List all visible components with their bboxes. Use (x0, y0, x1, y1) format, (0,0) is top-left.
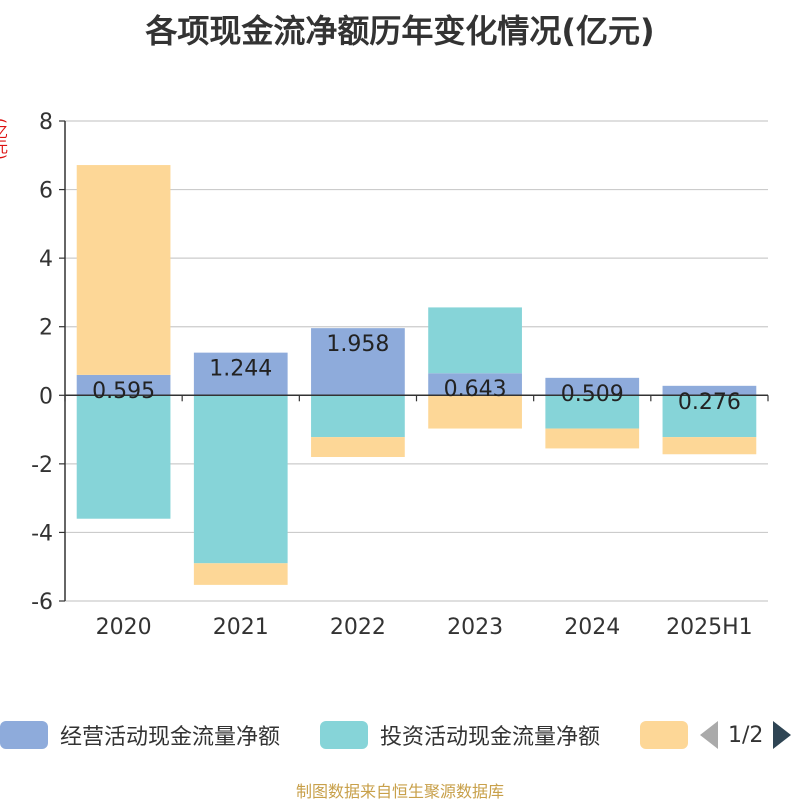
data-label-2022: 1.958 (326, 332, 389, 357)
x-tick-label: 2021 (213, 615, 269, 640)
data-label-2020: 0.595 (92, 379, 155, 404)
bar-2025H1-series-1[interactable] (662, 395, 757, 438)
x-tick-label: 2022 (330, 615, 386, 640)
legend-item-financing[interactable] (640, 716, 688, 754)
legend-label-investing: 投资活动现金流量净额 (380, 725, 601, 750)
legend-swatch-financing (640, 721, 688, 749)
bar-2022-series-1[interactable] (311, 395, 405, 438)
legend-pager: 1/2 (700, 716, 792, 754)
bar-2023-series-0[interactable] (428, 373, 522, 396)
data-label-2025H1: 0.276 (678, 390, 741, 415)
bar-2021-series-0[interactable] (193, 352, 288, 396)
bar-2021-series-1[interactable] (193, 395, 288, 564)
data-labels: 0.595 1.244 1.958 0.643 0.509 0.276 (92, 332, 741, 415)
legend-swatch-operating (0, 721, 48, 749)
y-tick-label: 8 (39, 110, 53, 135)
data-source-note: 制图数据来自恒生聚源数据库 (295, 782, 504, 801)
x-tick-label: 2020 (96, 615, 152, 640)
bar-2021-series-2[interactable] (193, 563, 288, 585)
data-label-2024: 0.509 (561, 382, 624, 407)
y-tick-label: 6 (39, 179, 53, 204)
y-tick-label: -2 (31, 453, 53, 478)
legend-prev-arrow-icon[interactable] (700, 721, 718, 749)
legend: 经营活动现金流量净额 投资活动现金流量净额 (0, 716, 800, 754)
y-axis-unit: (亿元) (0, 118, 9, 160)
chart-title: 各项现金流净额历年变化情况(亿元) (145, 12, 655, 50)
legend-swatch-investing (320, 721, 368, 749)
legend-page-indicator: 1/2 (728, 722, 764, 748)
legend-item-operating[interactable]: 经营活动现金流量净额 (0, 716, 280, 754)
bar-2022-series-2[interactable] (311, 437, 405, 457)
grid-lines (65, 120, 768, 602)
bar-2024-series-1[interactable] (545, 395, 640, 429)
axes: -6 -4 -2 0 2 4 6 8 2020 2021 2022 2023 2024 2025H1 (31, 110, 769, 640)
bar-2024-series-0[interactable] (545, 377, 640, 396)
bar-2020-series-2[interactable] (76, 165, 171, 375)
legend-label-operating: 经营活动现金流量净额 (60, 725, 281, 750)
bar-2025H1-series-0[interactable] (662, 385, 757, 396)
bar-2024-series-2[interactable] (545, 428, 640, 449)
data-label-2023: 0.643 (444, 377, 507, 402)
legend-next-arrow-icon[interactable] (773, 721, 792, 749)
y-tick-label: 2 (39, 316, 53, 341)
y-tick-label: 0 (39, 384, 53, 409)
bar-2022-series-0[interactable] (311, 328, 405, 396)
bar-2020-series-0[interactable] (76, 374, 171, 396)
x-tick-label: 2023 (447, 615, 503, 640)
legend-item-investing[interactable]: 投资活动现金流量净额 (320, 716, 600, 754)
bar-chart: -6 -4 -2 0 2 4 6 8 2020 2021 2022 2023 2024 2025H1 0.… (31, 110, 769, 640)
y-tick-label: -6 (31, 590, 53, 615)
bar-2020-series-1[interactable] (76, 395, 171, 519)
x-tick-label: 2025H1 (666, 615, 753, 640)
y-tick-label: -4 (31, 521, 53, 546)
x-tick-label: 2024 (564, 615, 620, 640)
bar-2023-series-2[interactable] (428, 395, 522, 429)
bar-2025H1-series-2[interactable] (662, 437, 757, 455)
y-tick-label: 4 (39, 247, 53, 272)
bar-2023-series-1[interactable] (428, 307, 522, 374)
data-label-2021: 1.244 (209, 357, 272, 382)
bars (76, 165, 757, 585)
